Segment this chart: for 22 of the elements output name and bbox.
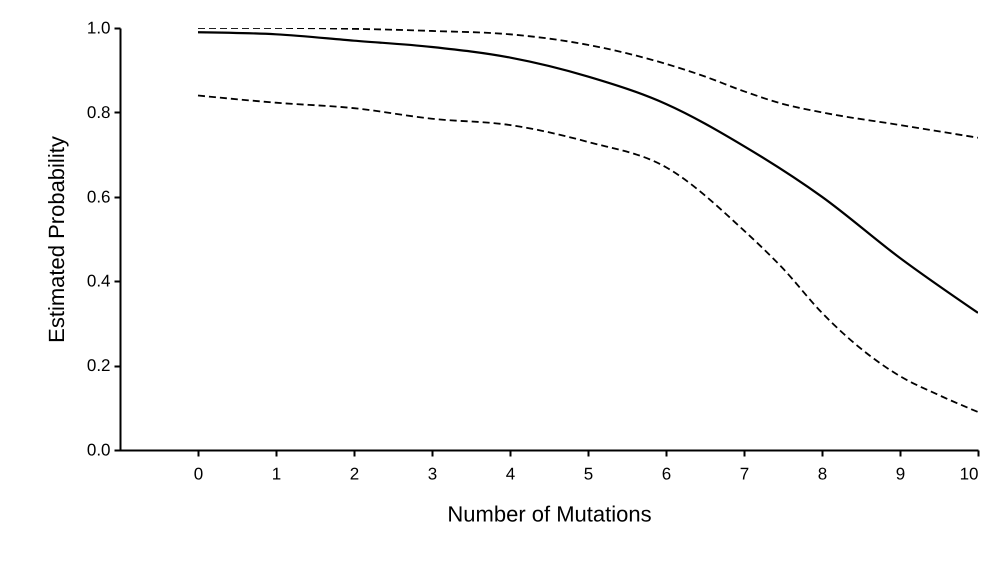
line-series [197, 28, 978, 139]
x-tick-label: 8 [818, 464, 828, 484]
y-tick-label: 0.8 [86, 102, 110, 122]
x-tick-label: 4 [506, 464, 516, 484]
x-tick-label: 1 [272, 464, 282, 484]
x-tick-label: 5 [584, 464, 594, 484]
y-tick-label: 0.4 [86, 272, 110, 291]
line-series [197, 94, 978, 413]
x-tick-label: 3 [428, 464, 438, 484]
x-tick-label: 2 [350, 464, 360, 484]
x-axis-title: Number of Mutations [447, 502, 652, 526]
x-tick-label: 7 [740, 464, 750, 484]
line-series [196, 31, 978, 314]
x-tick-label: 0 [194, 464, 204, 484]
y-tick-label: 1.0 [86, 18, 110, 38]
x-tick-label: 10 [960, 464, 978, 484]
x-tick-label: 9 [896, 464, 906, 484]
y-tick-label: 0.2 [86, 356, 110, 376]
y-tick-label: 0.0 [86, 440, 110, 460]
x-tick-label: 6 [662, 464, 672, 484]
y-tick-label: 0.6 [86, 187, 110, 206]
y-axis-title: Estimated Probability [44, 136, 69, 343]
